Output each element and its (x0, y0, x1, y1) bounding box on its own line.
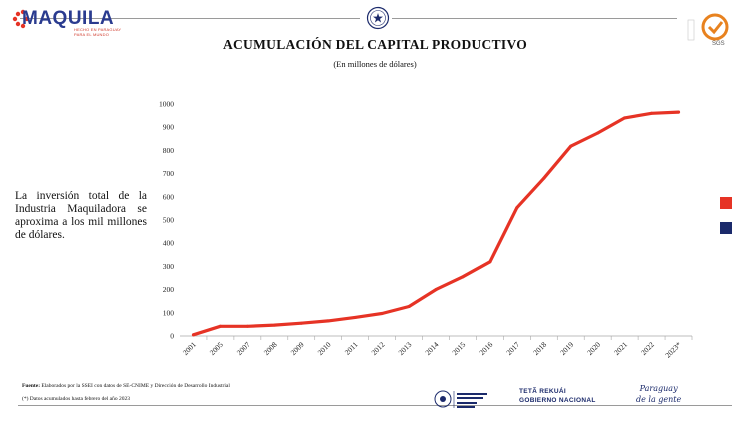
data-note: (*) Datos acumulados hasta febrero del a… (22, 396, 130, 402)
summary-text: La inversión total de la Industria Maqui… (15, 190, 147, 241)
data-point (191, 333, 195, 337)
y-tick-label: 200 (163, 285, 175, 294)
chart-title: ACUMULACIÓN DEL CAPITAL PRODUCTIVO (222, 37, 528, 52)
sgs-label: SGS (712, 41, 725, 47)
series-line (191, 110, 681, 337)
sgs-certification-icon (687, 13, 729, 41)
government-logo-line2: GOBIERNO NACIONAL (519, 397, 596, 404)
x-tick-label: 2009 (289, 340, 306, 357)
source-text: Elaborados por la SSEI con datos de SE-C… (40, 383, 230, 389)
x-tick-label: 2011 (343, 340, 360, 357)
x-tick-label: 2007 (235, 340, 252, 357)
slogan-line1: Paraguay (639, 384, 678, 393)
data-point (488, 260, 492, 264)
x-tick-label: 2019 (558, 340, 575, 357)
x-tick-label: 2015 (450, 340, 467, 357)
data-point (569, 144, 573, 148)
footer-divider (18, 405, 732, 406)
maquila-logo-icon (12, 9, 30, 29)
data-point (218, 324, 222, 328)
data-point (623, 116, 627, 120)
data-point (542, 176, 546, 180)
national-seal-icon (366, 6, 390, 30)
data-point (596, 131, 600, 135)
x-tick-label: 2005 (208, 340, 225, 357)
data-point (299, 321, 303, 325)
x-tick-label: 2001 (181, 340, 198, 357)
x-tick-label: 2020 (585, 340, 602, 357)
header-divider-right (392, 18, 677, 19)
y-tick-label: 100 (163, 308, 175, 317)
data-point (407, 305, 411, 309)
slogan-line2: de la gente (636, 395, 682, 404)
data-point (245, 324, 249, 328)
x-tick-label: 2014 (423, 340, 440, 357)
x-tick-label: 2012 (370, 340, 387, 357)
y-tick-label: 900 (163, 123, 175, 132)
y-tick-label: 0 (170, 332, 174, 341)
data-point (326, 319, 330, 323)
x-tick-label: 2008 (262, 340, 279, 357)
x-tick-label: 2013 (396, 340, 413, 357)
government-logo: TETÃ REKUÁI GOBIERNO NACIONAL (519, 387, 596, 405)
government-logo-line1: TETÃ REKUÁI (519, 388, 566, 395)
data-point (461, 275, 465, 279)
x-tick-label: 2010 (316, 340, 333, 357)
y-tick-label: 1000 (159, 100, 174, 109)
logo-tagline-2: PARA EL MUNDO (74, 32, 110, 37)
y-tick-label: 300 (163, 262, 175, 271)
data-point (434, 288, 438, 292)
logo-tagline-1: HECHO EN PARAGUAY (74, 27, 122, 32)
x-tick-label: 2023* (663, 340, 683, 360)
data-point (353, 315, 357, 319)
x-tick-label: 2017 (504, 340, 521, 357)
x-tick-label: 2018 (531, 340, 548, 357)
data-point (272, 323, 276, 327)
y-tick-label: 600 (163, 192, 175, 201)
logo-wordmark: MAQUILA (22, 8, 115, 29)
data-point (650, 111, 654, 115)
header-divider-left (20, 18, 360, 19)
source-line: Fuente: Elaborados por la SSEI con datos… (22, 383, 230, 389)
y-tick-label: 700 (163, 169, 175, 178)
y-tick-label: 400 (163, 239, 175, 248)
x-tick-label: 2021 (612, 340, 629, 357)
chart-subtitle: (En millones de dólares) (333, 59, 417, 69)
legend-swatch-red (720, 197, 732, 209)
data-point (515, 206, 519, 210)
y-tick-label: 500 (163, 216, 175, 225)
ministry-logo-icon (434, 390, 487, 408)
slogan-logo: Paraguay de la gente (636, 383, 681, 405)
data-point (677, 110, 681, 114)
x-tick-label: 2022 (639, 340, 656, 357)
x-tick-label: 2016 (477, 340, 494, 357)
y-tick-label: 800 (163, 146, 175, 155)
legend-swatch-navy (720, 222, 732, 234)
data-point (380, 311, 384, 315)
source-label: Fuente: (22, 383, 41, 389)
